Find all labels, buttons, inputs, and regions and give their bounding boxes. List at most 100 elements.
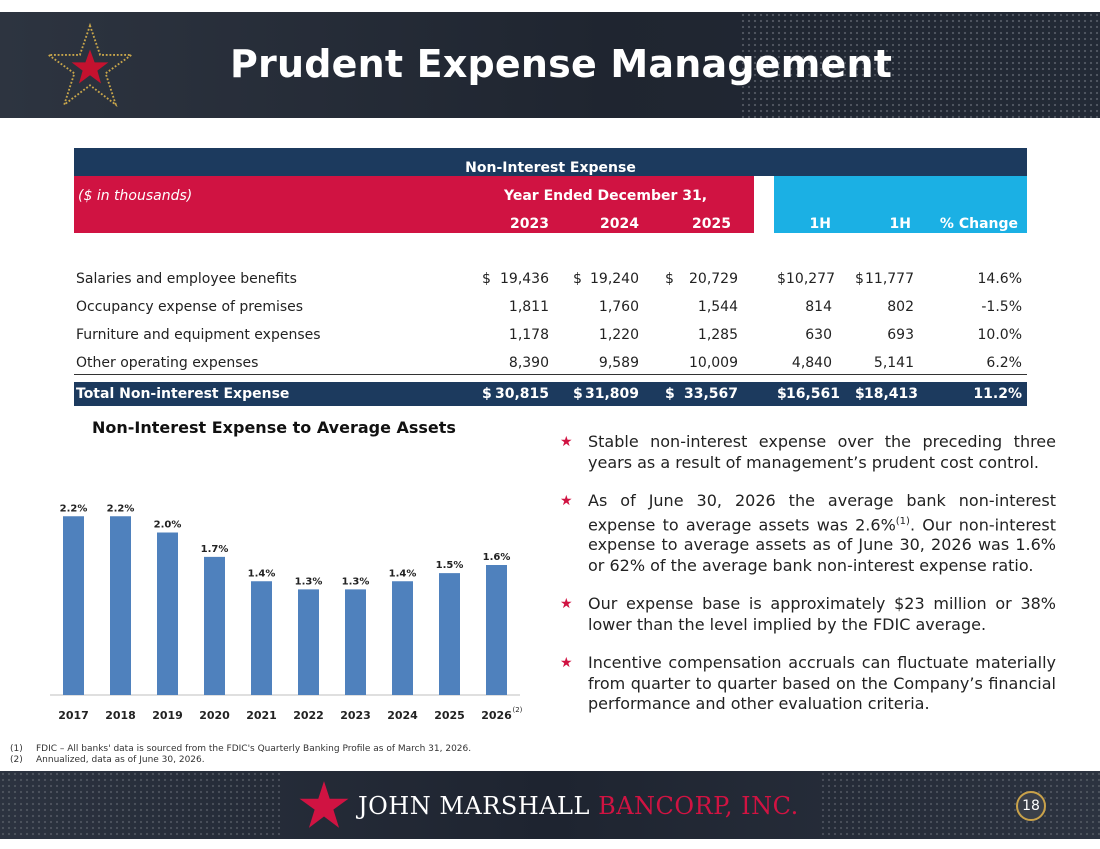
col-header-pct-change: % Change	[939, 216, 1018, 232]
total-pct-change: 11.2%	[973, 386, 1022, 402]
brand-name-white: JOHN MARSHALL	[358, 792, 590, 820]
bar-2019	[157, 532, 178, 695]
footnote-text: FDIC – All banks' data is sourced from t…	[36, 744, 472, 754]
footer-dot-pattern	[820, 771, 1100, 839]
bullet-text: Our expense base is approximately $23 mi…	[588, 594, 1056, 634]
total-2025: 33,567	[683, 386, 738, 402]
cell-2025: 10,009	[689, 355, 738, 371]
col-header-2024: 2024	[600, 216, 639, 232]
total-2024: 31,809	[584, 386, 639, 402]
cell-2023: 8,390	[508, 355, 549, 371]
bar-2020	[204, 556, 225, 695]
header-dot-pattern	[740, 12, 1100, 118]
cell-1h26: 693	[887, 327, 914, 343]
col-header-1h25: 1H 25	[809, 216, 831, 248]
x-tick-2017: 2017	[58, 709, 89, 722]
cell-1h25: 630	[805, 327, 832, 343]
data-label-2017: 2.2%	[60, 503, 88, 514]
footnote-text: Annualized, data as of June 30, 2026.	[36, 755, 205, 765]
cell-1h25: 10,277	[786, 271, 835, 287]
bullet-item: ★ Incentive compensation accruals can fl…	[560, 653, 1056, 715]
total-2023: 30,815	[494, 386, 549, 402]
cell-pct-change: 14.6%	[977, 271, 1022, 287]
cell-2023: 1,811	[508, 299, 549, 315]
year-ended-header: Year Ended December 31,	[504, 188, 708, 204]
cell-1h26: 5,141	[873, 355, 914, 371]
currency-symbol: $	[777, 271, 786, 287]
footnotes: (1) FDIC – All banks' data is sourced fro…	[10, 744, 471, 766]
x-tick-2023: 2023	[340, 709, 371, 722]
company-logo-text: JOHN MARSHALL BANCORP, INC.	[358, 792, 799, 820]
x-tick-2026: 2026	[481, 709, 512, 722]
x-tick-2019: 2019	[152, 709, 183, 722]
bullet-item: ★ Stable non-interest expense over the p…	[560, 432, 1056, 473]
bullet-item: ★ Our expense base is approximately $23 …	[560, 594, 1056, 635]
footer-band: JOHN MARSHALL BANCORP, INC. 18	[0, 771, 1100, 839]
cell-2023: 1,178	[508, 327, 549, 343]
cell-1h25: 814	[805, 299, 832, 315]
data-label-2025: 1.5%	[436, 560, 464, 571]
table-total-row: Total Non-interest Expense $ 30,815 $ 31…	[74, 382, 1027, 406]
total-1h25: 16,561	[786, 386, 841, 402]
table-row: Occupancy expense of premises 1,811 1,76…	[74, 296, 1027, 320]
page-title: Prudent Expense Management	[230, 42, 893, 86]
bullet-text: . Our non-interest expense to average as…	[588, 514, 1056, 575]
brand-star-icon	[299, 781, 349, 828]
x-tick-2024: 2024	[387, 709, 418, 722]
data-label-2022: 1.3%	[295, 576, 323, 587]
bar-2021	[251, 581, 272, 695]
star-bullet-icon: ★	[560, 596, 573, 613]
table-row: Salaries and employee benefits $ 19,436 …	[74, 268, 1027, 292]
page-number-badge: 18	[1016, 791, 1046, 821]
footnote-number: (2)	[10, 755, 23, 765]
table-header-annual: ($ in thousands) Year Ended December 31,…	[74, 176, 754, 233]
cell-pct-change: 10.0%	[977, 327, 1022, 343]
x-tick-2018: 2018	[105, 709, 136, 722]
table-row: Furniture and equipment expenses 1,178 1…	[74, 324, 1027, 348]
total-1h26: 18,413	[864, 386, 919, 402]
data-label-2018: 2.2%	[107, 503, 135, 514]
row-label: Furniture and equipment expenses	[76, 327, 321, 343]
star-bullet-icon: ★	[560, 434, 573, 450]
currency-symbol: $	[482, 386, 492, 402]
row-label: Other operating expenses	[76, 355, 259, 371]
col-header-2025: 2025	[692, 216, 731, 232]
bullet-text: As of June 30, 2026 the average bank non…	[588, 491, 1056, 534]
bar-2023	[345, 589, 366, 695]
bullet-item: ★ As of June 30, 2026 the average bank n…	[560, 491, 1056, 576]
footnote: (1) FDIC – All banks' data is sourced fro…	[10, 744, 471, 755]
bar-2018	[110, 516, 131, 695]
brand-name-red: BANCORP, INC.	[598, 792, 799, 820]
x-tick-2021: 2021	[246, 709, 277, 722]
row-label: Salaries and employee benefits	[76, 271, 297, 287]
cell-pct-change: 6.2%	[986, 355, 1022, 371]
currency-symbol: $	[482, 271, 491, 287]
currency-symbol: $	[665, 271, 674, 287]
bullet-text: Stable non-interest expense over the pre…	[588, 432, 1056, 472]
data-label-2020: 1.7%	[201, 544, 229, 555]
cell-1h25: 4,840	[791, 355, 832, 371]
col-header-1h26: 1H 26	[889, 216, 911, 248]
x-tick-footnote-ref: (2)	[513, 706, 523, 714]
cell-2024: 1,220	[598, 327, 639, 343]
cell-1h26: 802	[887, 299, 914, 315]
cell-pct-change: -1.5%	[981, 299, 1022, 315]
bullet-text: Incentive compensation accruals can fluc…	[588, 653, 1056, 714]
table-unit-label: ($ in thousands)	[78, 188, 193, 204]
currency-symbol: $	[573, 271, 582, 287]
footnote-number: (1)	[10, 744, 23, 754]
row-label: Occupancy expense of premises	[76, 299, 304, 315]
cell-2024: 9,589	[598, 355, 639, 371]
cell-2024: 19,240	[590, 271, 639, 287]
bar-2026	[486, 565, 507, 695]
cell-2025: 20,729	[689, 271, 738, 287]
bar-2022	[298, 589, 319, 695]
col-header-2023: 2023	[510, 216, 549, 232]
data-label-2026: 1.6%	[483, 552, 511, 563]
cell-2024: 1,760	[598, 299, 639, 315]
expense-to-assets-bar-chart: 2.2% 2017 2.2% 2018 2.0% 2019 1.7% 2020 1.4% 2021…	[50, 503, 523, 722]
footnote: (2) Annualized, data as of June 30, 2026.	[10, 755, 471, 766]
bar-2024	[392, 581, 413, 695]
data-label-2023: 1.3%	[342, 576, 370, 587]
cell-2023: 19,436	[500, 271, 549, 287]
